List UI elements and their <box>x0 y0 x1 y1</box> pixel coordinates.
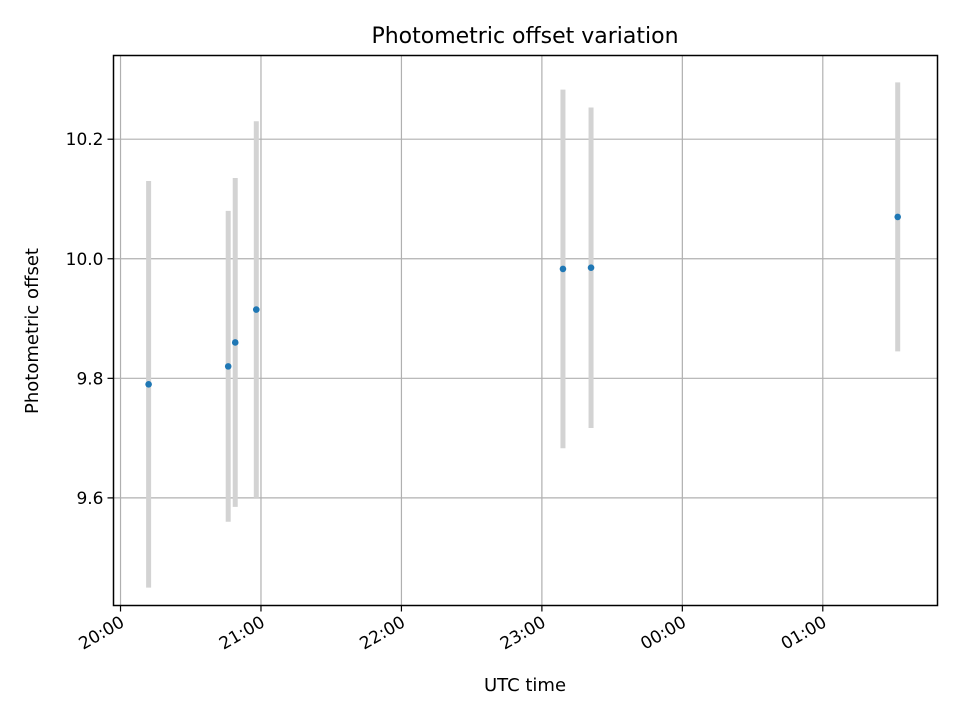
y-axis: 9.6 9.8 10.0 10.2 <box>66 130 114 509</box>
chart-title: Photometric offset variation <box>371 24 678 49</box>
data-point <box>559 265 567 273</box>
y-tick-label: 10.2 <box>66 130 104 150</box>
grid <box>113 55 938 606</box>
data-point <box>252 306 260 313</box>
x-tick-label: 20:00 <box>76 613 128 655</box>
data-points <box>145 213 902 388</box>
x-tick-label: 21:00 <box>216 613 268 655</box>
y-tick-label: 9.6 <box>76 489 103 509</box>
y-axis-label: Photometric offset <box>22 248 43 414</box>
data-point <box>224 363 232 370</box>
x-tick-label: 01:00 <box>778 613 830 655</box>
x-axis: 20:00 21:00 22:00 23:00 00:00 01:00 <box>76 605 830 655</box>
x-axis-label: UTC time <box>484 675 566 696</box>
data-point <box>894 213 902 221</box>
x-tick-label: 00:00 <box>637 613 689 655</box>
y-tick-label: 9.8 <box>76 369 103 389</box>
data-point <box>145 381 152 388</box>
y-tick-label: 10.0 <box>66 250 104 270</box>
x-tick-label: 22:00 <box>356 613 408 655</box>
data-point <box>587 264 595 272</box>
plot-frame <box>112 54 939 607</box>
data-point <box>231 339 239 346</box>
x-tick-label: 23:00 <box>497 613 549 655</box>
